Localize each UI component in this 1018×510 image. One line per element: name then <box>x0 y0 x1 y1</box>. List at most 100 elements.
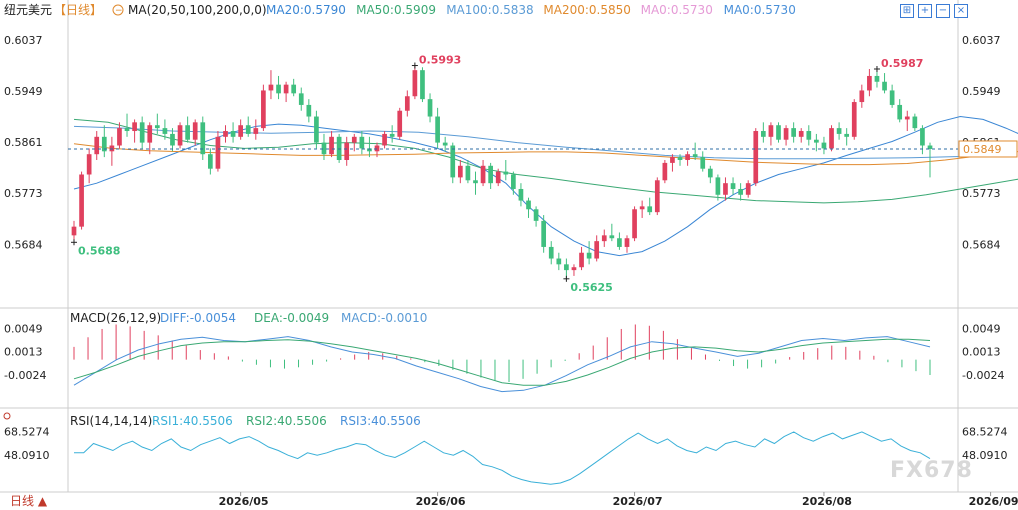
candle-body <box>367 148 372 152</box>
candle-body <box>329 136 334 155</box>
candle-body <box>223 131 228 137</box>
candle-body <box>821 142 827 149</box>
high-label: 0.5993 <box>419 54 461 67</box>
last-price-box <box>958 140 1018 158</box>
candle-body <box>647 206 653 213</box>
macd-legend: MACD:-0.0010 <box>341 311 427 325</box>
candle-body <box>306 104 312 117</box>
settings-grid-icon[interactable]: ⊞ <box>900 4 914 18</box>
candle-body <box>738 188 743 195</box>
candle-body <box>450 145 456 178</box>
candle-body <box>609 235 615 239</box>
symbol-label: 纽元美元 <box>4 3 52 17</box>
candle-body <box>420 70 425 100</box>
candle-body <box>208 154 213 169</box>
ma-line-ma100 <box>73 125 1010 160</box>
candle-body <box>912 116 918 129</box>
candle-body <box>480 165 486 184</box>
candle-body <box>548 246 554 259</box>
close-panel-icon[interactable]: × <box>954 4 968 18</box>
candle-body <box>806 131 812 140</box>
candle-body <box>200 122 206 155</box>
candle-body <box>533 209 539 221</box>
candle-body <box>692 154 698 158</box>
candle-body <box>624 238 630 247</box>
candle-body <box>904 116 910 120</box>
macd-dea-line <box>73 338 931 386</box>
x-tick-label: 2026/06 <box>416 495 466 508</box>
candle-body <box>768 125 774 137</box>
macd-tick-left: -0.0024 <box>4 369 46 382</box>
candle-body <box>283 84 289 94</box>
macd-tick-right: 0.0049 <box>962 322 1001 335</box>
candle-body <box>404 96 410 111</box>
last-price-label: 0.5849 <box>963 143 1002 156</box>
candle-body <box>162 128 168 134</box>
price-tick-left: 0.5861 <box>4 136 43 149</box>
candle-body <box>314 116 319 143</box>
x-tick-label: 2026/08 <box>802 495 852 508</box>
price-tick-right: 0.5773 <box>962 187 1001 200</box>
rsi-tick-right: 48.0910 <box>962 449 1008 462</box>
candle-body <box>859 90 865 103</box>
candle-body <box>177 125 183 146</box>
price-tick-right: 0.5949 <box>962 85 1001 98</box>
rsi-line <box>74 431 931 485</box>
candle-body <box>556 258 562 265</box>
candle-body <box>730 183 736 189</box>
candle-body <box>783 128 789 140</box>
candle-body <box>298 93 304 105</box>
candle-body <box>261 90 266 129</box>
macd-tick-right: -0.0024 <box>962 369 1004 382</box>
candle-body <box>101 136 107 152</box>
candle-body <box>344 142 350 160</box>
candle-body <box>397 110 403 137</box>
candle-body <box>707 168 713 178</box>
rsi-settings-icon <box>3 412 11 420</box>
candle-body <box>927 145 933 149</box>
minus-panel-icon[interactable]: − <box>936 4 950 18</box>
candle-body <box>791 128 796 137</box>
ma-value-label: MA200:0.5850 <box>543 3 631 17</box>
rsi-legend: RSI1:40.5506 <box>152 414 233 428</box>
price-tick-right: 0.6037 <box>962 34 1001 47</box>
ma-value-label: MA20:0.5790 <box>266 3 346 17</box>
x-tick-label: 2026/07 <box>613 495 663 508</box>
candle-body <box>124 128 130 132</box>
candle-body <box>654 180 660 213</box>
candle-body <box>571 267 577 271</box>
high-label: 0.5987 <box>881 57 923 70</box>
candle-body <box>495 171 501 184</box>
candle-body <box>723 183 728 195</box>
price-tick-left: 0.5773 <box>4 187 43 200</box>
rsi-tick-right: 68.5274 <box>962 425 1008 438</box>
candle-body <box>753 131 759 184</box>
candle-body <box>829 128 834 149</box>
period-button[interactable]: 日线 ▲ <box>10 494 48 508</box>
price-tick-left: 0.6037 <box>4 34 43 47</box>
candle-body <box>359 136 365 149</box>
candle-body <box>147 125 153 143</box>
rsi-tick-left: 68.5274 <box>4 425 50 438</box>
candle-body <box>715 177 721 195</box>
candle-body <box>253 128 259 134</box>
candle-body <box>632 209 637 239</box>
candle-body <box>594 241 600 259</box>
period-button-label: 日线 <box>10 494 35 508</box>
ma-toggle-glyph: − <box>115 6 123 16</box>
candle-body <box>601 235 607 242</box>
candle-body <box>86 154 92 175</box>
candle-body <box>745 183 751 195</box>
ma-line-ma200 <box>73 143 1018 166</box>
candle-body <box>351 136 357 143</box>
candle-body <box>760 131 766 137</box>
candle-body <box>814 139 819 143</box>
candle-body <box>457 165 463 178</box>
macd-tick-left: 0.0013 <box>4 345 43 358</box>
candle-body <box>488 165 493 184</box>
rsi-legend: RSI3:40.5506 <box>340 414 421 428</box>
add-indicator-icon[interactable]: + <box>918 4 932 18</box>
candle-body <box>518 188 524 201</box>
price-tick-left: 0.5949 <box>4 85 43 98</box>
